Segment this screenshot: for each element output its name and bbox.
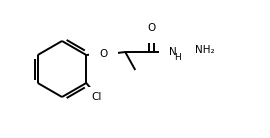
Text: O: O [99,49,107,59]
Text: NH₂: NH₂ [195,45,215,55]
Text: O: O [147,23,155,33]
Text: H: H [174,52,181,62]
Text: N: N [169,47,177,57]
Text: Cl: Cl [91,92,102,102]
